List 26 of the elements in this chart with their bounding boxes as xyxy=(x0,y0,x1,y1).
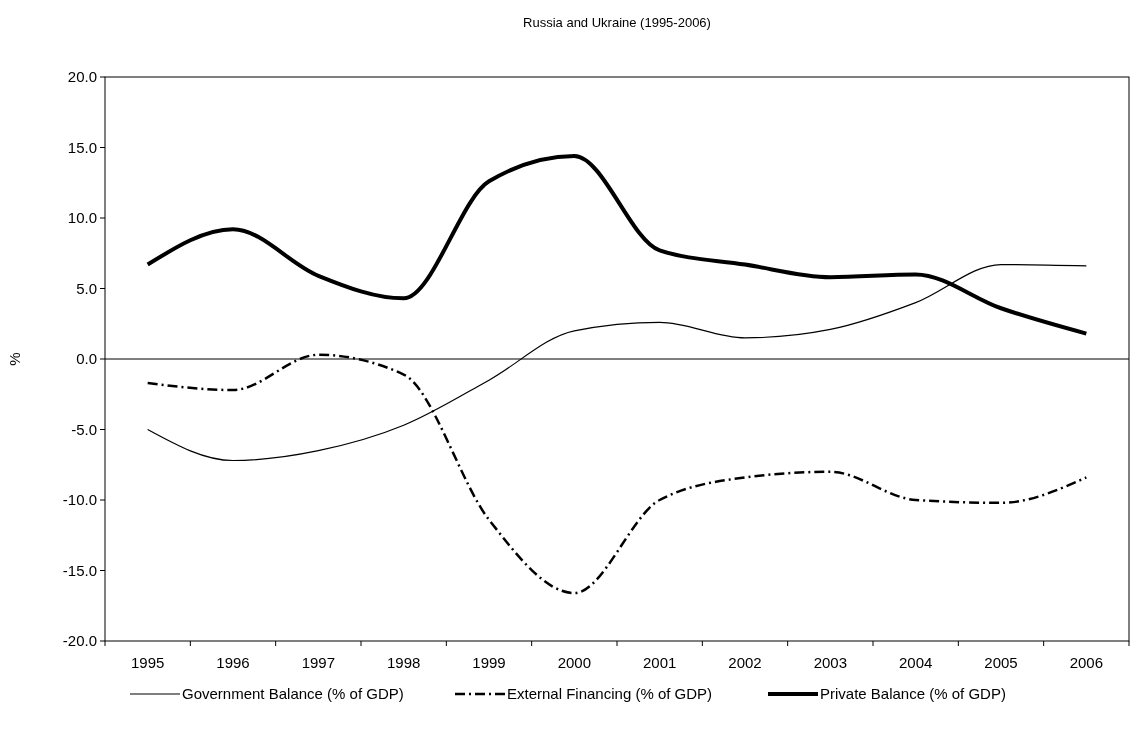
y-tick-label: -15.0 xyxy=(62,561,97,579)
x-tick-label: 1998 xyxy=(386,654,421,671)
x-tick-label: 2004 xyxy=(898,654,933,671)
x-tick-label: 2001 xyxy=(642,654,677,671)
y-tick-label: 5.0 xyxy=(76,279,97,297)
x-tick-label: 2003 xyxy=(813,654,848,671)
x-tick-label: 2002 xyxy=(728,654,762,671)
x-tick-label: 2006 xyxy=(1069,654,1104,671)
y-tick-label: 15.0 xyxy=(67,138,97,156)
x-tick-label: 1999 xyxy=(472,654,506,671)
legend-label: Government Balance (% of GDP) xyxy=(182,685,404,703)
y-tick-label: -5.0 xyxy=(71,420,97,438)
y-tick-label: -10.0 xyxy=(62,491,97,509)
y-tick-label: 10.0 xyxy=(67,209,97,227)
x-tick-label: 2005 xyxy=(984,654,1018,671)
x-tick-label: 1996 xyxy=(216,654,250,671)
y-tick-label: 20.0 xyxy=(67,68,97,86)
x-tick-label: 1997 xyxy=(301,654,336,671)
legend-label: External Financing (% of GDP) xyxy=(507,685,713,703)
chart-title: Russia and Ukraine (1995-2006) xyxy=(523,15,711,30)
x-tick-label: 2000 xyxy=(557,654,592,671)
y-tick-label: -20.0 xyxy=(62,632,97,650)
y-tick-label: 0.0 xyxy=(76,350,97,368)
x-tick-label: 1995 xyxy=(130,654,165,671)
legend-label: Private Balance (% of GDP) xyxy=(820,685,1006,703)
y-axis-title: % xyxy=(6,352,23,366)
